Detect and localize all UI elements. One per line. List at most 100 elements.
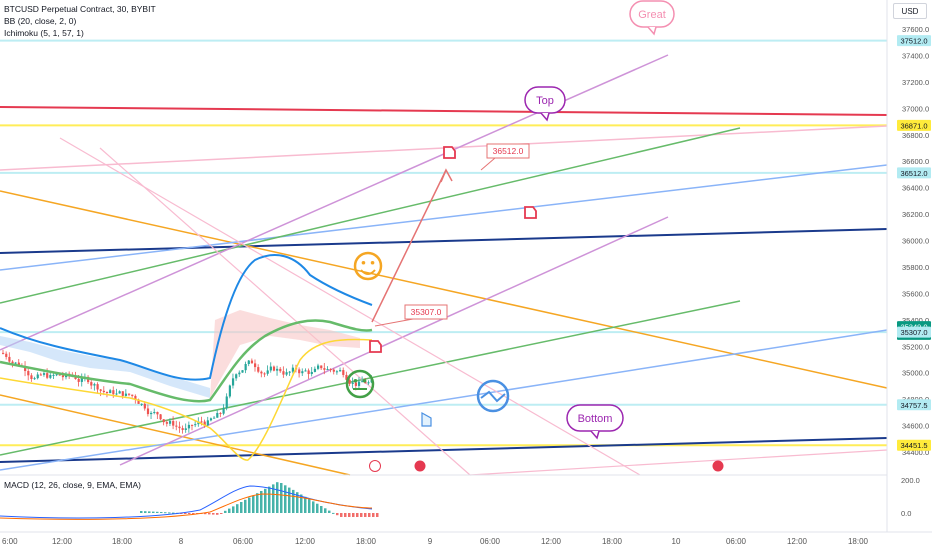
- candle-body: [99, 389, 102, 391]
- price-tag: [897, 399, 931, 411]
- macd-histogram-bar: [312, 501, 315, 513]
- macd-histogram-bar: [252, 495, 255, 513]
- macd-histogram-bar: [308, 499, 311, 513]
- smile-face-icon-eye: [370, 260, 375, 265]
- ichimoku-indicator-label[interactable]: Ichimoku (5, 1, 57, 1): [4, 28, 84, 38]
- candle-body: [329, 369, 332, 371]
- trend-line: [0, 300, 741, 456]
- macd-histogram-bar: [364, 513, 367, 517]
- macd-histogram-bar: [372, 513, 375, 517]
- price-axis-tick: 37400.0: [902, 51, 929, 60]
- smile-face-icon-eye: [361, 260, 366, 265]
- callout-tail: [590, 430, 600, 440]
- trend-line: [119, 216, 669, 466]
- candle-body: [206, 420, 209, 426]
- candle-body: [288, 371, 291, 373]
- macd-histogram-bar: [144, 511, 147, 513]
- candle-body: [317, 365, 320, 369]
- candle-body: [244, 363, 247, 371]
- candle-body: [313, 368, 317, 372]
- macd-histogram-bar: [184, 513, 187, 514]
- price-label-pointer: [374, 318, 414, 327]
- currency-button[interactable]: USD: [893, 3, 927, 19]
- candle-body: [105, 392, 109, 394]
- macd-histogram-bar: [188, 513, 191, 514]
- candle-body: [219, 413, 222, 415]
- price-label-box: [486, 143, 530, 159]
- bollinger-bands: [0, 254, 373, 461]
- trend-line: [371, 169, 447, 323]
- price-axis-tick: 37000.0: [902, 104, 929, 113]
- candle-body: [96, 384, 99, 390]
- candle-body: [191, 424, 194, 426]
- candle-body: [238, 372, 241, 375]
- macd-histogram-bar: [340, 513, 343, 517]
- candle-body: [49, 375, 52, 378]
- candle-body: [310, 371, 313, 375]
- candle-body: [203, 421, 206, 426]
- candle-body: [257, 367, 260, 372]
- candle-body: [178, 426, 181, 429]
- macd-histogram-bar: [268, 486, 271, 513]
- candle-body: [298, 369, 301, 374]
- macd-histogram-bar: [288, 487, 291, 513]
- macd-histogram-bar: [168, 512, 171, 514]
- price-label-text: 36512.0: [493, 146, 524, 156]
- candle-body: [131, 394, 134, 396]
- candle-body: [175, 425, 178, 427]
- macd-histogram-bar: [140, 511, 143, 513]
- macd-histogram-bar: [276, 482, 279, 513]
- price-tag: [897, 326, 931, 338]
- price-axis-tick: 35400.0: [902, 316, 929, 325]
- annotations: Great Top Bottom 36512.0 35307.0: [345, 0, 724, 472]
- price-label-box: [404, 304, 448, 320]
- arrow-head: [440, 168, 453, 183]
- candle-body: [14, 362, 17, 364]
- cloud-blue: [0, 336, 210, 398]
- candle-body: [304, 370, 307, 372]
- candle-body: [24, 366, 27, 372]
- candle-body: [291, 367, 294, 372]
- bb-indicator-label[interactable]: BB (20, close, 2, 0): [4, 16, 77, 26]
- candle-body: [222, 408, 225, 414]
- candle-body: [90, 382, 93, 386]
- macd-histogram-bar: [352, 513, 355, 517]
- candle-body: [279, 368, 282, 372]
- macd-histogram-bar: [192, 513, 195, 514]
- macd-histogram-bar: [212, 513, 215, 515]
- price-label-pointer: [480, 157, 496, 171]
- candle-body: [228, 385, 231, 397]
- trend-line: [0, 394, 351, 476]
- macd-histogram-bar: [216, 513, 219, 515]
- candle-body: [320, 365, 323, 369]
- macd-histogram-bar: [220, 513, 223, 514]
- bb-basis: [0, 319, 373, 403]
- lightning-icon: [369, 460, 381, 472]
- candle-body: [137, 399, 140, 404]
- time-axis-tick: 12:00: [295, 537, 316, 546]
- candle-body: [168, 421, 172, 424]
- candle-body: [165, 422, 168, 424]
- trend-line: [0, 190, 888, 389]
- callout-tail: [647, 26, 657, 36]
- candle-body: [181, 428, 184, 430]
- price-tag-label: 36871.0: [900, 121, 927, 130]
- macd-histogram-bar: [208, 513, 211, 515]
- price-axis-tick: 36000.0: [902, 237, 929, 246]
- candle-body: [326, 369, 329, 371]
- candle-body: [159, 414, 162, 420]
- trend-line: [0, 127, 741, 304]
- price-tag: [897, 119, 931, 131]
- candle-body: [172, 421, 175, 426]
- candle-body: [52, 374, 55, 376]
- trend-line: [0, 329, 888, 471]
- neutral-face-icon-eye: [362, 378, 367, 383]
- time-axis-tick: 18:00: [356, 537, 377, 546]
- candle-body: [247, 360, 250, 364]
- price-axis-tick: 37200.0: [902, 78, 929, 87]
- price-tag: [897, 439, 931, 451]
- ichimoku-cloud: [0, 310, 360, 398]
- candle-body: [5, 353, 8, 357]
- macd-histogram-bar: [232, 506, 235, 513]
